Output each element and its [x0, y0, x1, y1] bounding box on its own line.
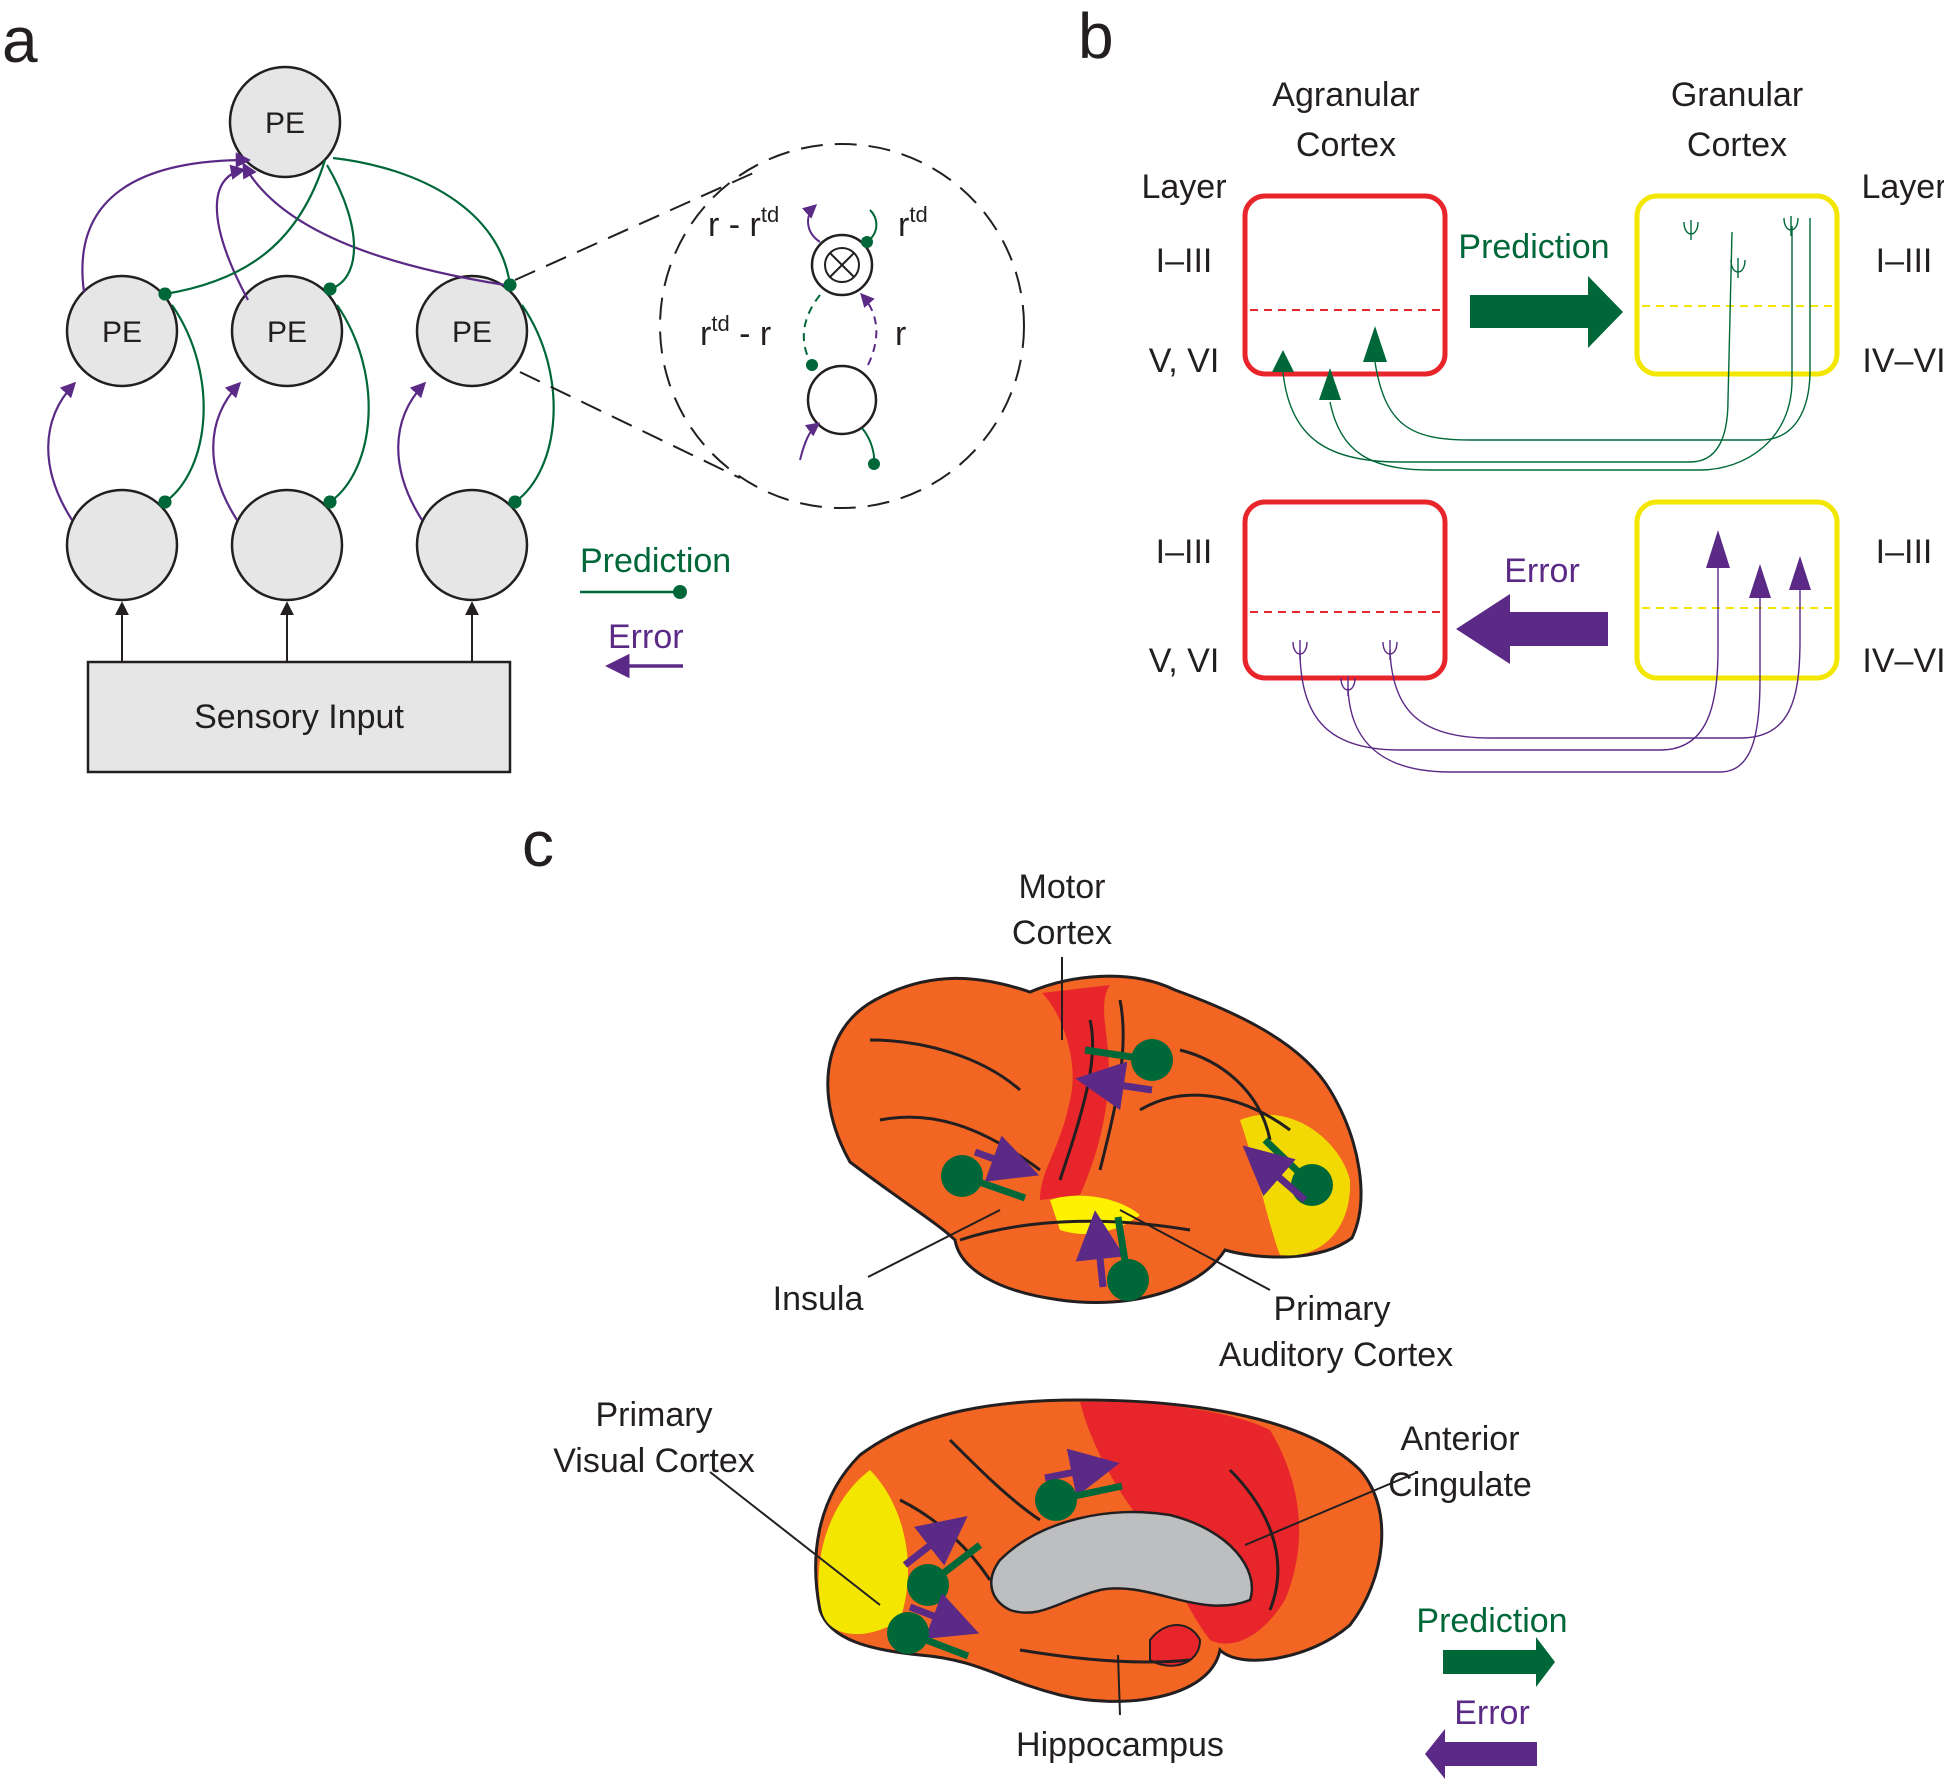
lateral-brain	[826, 974, 1363, 1304]
agranular-title-line1: Agranular	[1272, 76, 1419, 114]
primary-visual-label-line2: Visual Cortex	[553, 1442, 755, 1480]
input-node-center	[230, 488, 344, 602]
pe-label: PE	[102, 316, 142, 349]
layer-left-2: V, VI	[1149, 342, 1220, 380]
svg-text:rtd - r: rtd - r	[700, 311, 771, 353]
layer-left-3: I–III	[1156, 533, 1213, 571]
corpus-callosum	[990, 1510, 1253, 1614]
medial-brain	[814, 1398, 1384, 1703]
anterior-cingulate-label-line2: Cingulate	[1388, 1466, 1532, 1504]
input-node-left	[65, 488, 179, 602]
zoom-lines	[514, 143, 1025, 509]
layer-header-right: Layer	[1861, 168, 1944, 206]
panel-a: a PE PE PE PE Sensory Input	[2, 4, 1025, 774]
legend-c: Prediction Error	[1416, 1602, 1568, 1779]
lateral-sulci	[869, 999, 1291, 1242]
legend-prediction-dot	[673, 585, 687, 599]
layer-left-4: V, VI	[1149, 642, 1220, 680]
pe-label: PE	[267, 316, 307, 349]
panel-c: c	[522, 808, 1568, 1779]
primary-auditory-label-line2: Auditory Cortex	[1219, 1336, 1453, 1374]
medial-arrows	[887, 1448, 1123, 1660]
zoom-label-rtd: r	[898, 206, 909, 244]
prediction-projections	[1282, 216, 1811, 471]
legend-prediction-arrow	[1443, 1637, 1555, 1687]
leader-lines	[709, 957, 1419, 1716]
legend-prediction-label: Prediction	[580, 542, 731, 580]
hippocampus-label: Hippocampus	[1016, 1726, 1224, 1764]
prediction-big-arrow	[1470, 276, 1623, 348]
granular-box-top	[1634, 193, 1840, 377]
representation-node	[806, 364, 878, 436]
primary-auditory-label-line1: Primary	[1273, 1290, 1390, 1328]
granular-box-bottom	[1634, 499, 1840, 681]
motor-cortex-label-line1: Motor	[1019, 868, 1106, 906]
panel-label-c: c	[522, 808, 554, 880]
input-arrows	[115, 601, 479, 662]
hippocampus-region	[1149, 1624, 1202, 1667]
svg-text:rtd: rtd	[898, 202, 928, 244]
prediction-pyramidal-cells	[1272, 326, 1387, 400]
panel-label-a: a	[2, 4, 38, 76]
pe-node-left: PE	[65, 274, 179, 388]
prediction-connections	[158, 156, 555, 509]
zoom-sup-td: td	[711, 311, 729, 336]
layer-right-4: IV–VI	[1862, 642, 1944, 680]
agranular-box-top	[1242, 193, 1448, 377]
prediction-arrow-label: Prediction	[1458, 228, 1609, 266]
svg-text:r - rtd: r - rtd	[708, 202, 779, 244]
sensory-input-label: Sensory Input	[194, 698, 404, 736]
error-projections	[1292, 568, 1801, 773]
error-arrow-label: Error	[1504, 552, 1580, 590]
legend-prediction-label: Prediction	[1416, 1602, 1567, 1640]
agranular-box-bottom	[1242, 499, 1448, 681]
legend-a: Prediction Error	[580, 542, 731, 679]
layer-right-2: IV–VI	[1862, 342, 1944, 380]
occipital-region	[818, 1470, 909, 1635]
zoom-label-r: r	[895, 315, 906, 353]
anterior-cingulate-label-line1: Anterior	[1400, 1420, 1519, 1458]
error-pyramidal-cells	[1706, 530, 1811, 598]
zoom-label-r-minus-rtd: r - r	[708, 206, 761, 244]
error-big-arrow	[1456, 594, 1608, 664]
zoom-detail: r - rtd rtd rtd - r r	[700, 202, 928, 470]
layer-header-left: Layer	[1141, 168, 1226, 206]
error-connections	[47, 152, 506, 521]
zoom-sup-td: td	[761, 202, 779, 227]
pe-node-top: PE	[228, 65, 342, 179]
pe-node-center: PE	[230, 274, 344, 388]
panel-b: b Agranular Cortex Granular Cortex Layer…	[1078, 0, 1944, 773]
legend-error-arrow	[1425, 1729, 1537, 1779]
legend-error-label: Error	[1454, 1694, 1530, 1732]
primary-visual-label-line1: Primary	[595, 1396, 712, 1434]
panel-label-b: b	[1078, 0, 1114, 72]
insula-label: Insula	[773, 1280, 864, 1318]
motor-cortex-label-line2: Cortex	[1012, 914, 1112, 952]
zoom-label-minus-r: - r	[730, 315, 772, 353]
agranular-title-line2: Cortex	[1296, 126, 1396, 164]
legend-error-label: Error	[608, 618, 684, 656]
granular-title-line2: Cortex	[1687, 126, 1787, 164]
layer-left-1: I–III	[1156, 242, 1213, 280]
zoom-sup-td: td	[909, 202, 927, 227]
lateral-arrows	[941, 1039, 1333, 1301]
pe-node-right: PE	[415, 274, 529, 388]
input-node-right	[415, 488, 529, 602]
layer-right-1: I–III	[1876, 242, 1933, 280]
layer-right-3: I–III	[1876, 533, 1933, 571]
zoom-label-rtd-minus-r: r	[700, 315, 711, 353]
granular-title-line1: Granular	[1671, 76, 1803, 114]
sensory-input-box: Sensory Input	[86, 660, 512, 774]
pe-label: PE	[452, 316, 492, 349]
pe-label: PE	[265, 107, 305, 140]
